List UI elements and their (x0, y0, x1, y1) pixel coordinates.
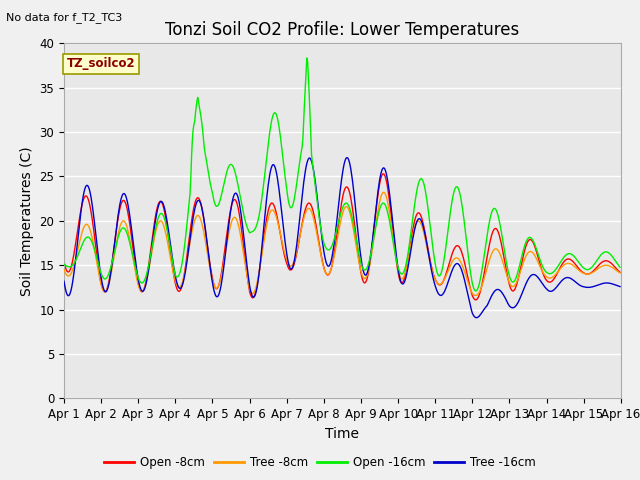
Open -16cm (472, 288, 480, 294)
Open -16cm (184, 214, 191, 219)
Tree -16cm (213, 294, 221, 300)
Tree -16cm (70, 269, 78, 275)
Open -16cm (127, 246, 135, 252)
X-axis label: Time: Time (325, 427, 360, 441)
Open -16cm (303, 55, 310, 61)
Tree -8cm (616, 270, 624, 276)
Open -16cm (60, 262, 68, 267)
Tree -16cm (184, 253, 191, 259)
Legend: Open -8cm, Tree -8cm, Open -16cm, Tree -16cm: Open -8cm, Tree -8cm, Open -16cm, Tree -… (100, 452, 540, 474)
Open -8cm (213, 286, 221, 291)
Tree -8cm (427, 262, 435, 267)
Tree -8cm (127, 245, 135, 251)
Open -16cm (213, 204, 221, 209)
Open -8cm (616, 269, 624, 275)
Tree -16cm (410, 228, 418, 234)
Line: Open -16cm: Open -16cm (64, 58, 620, 291)
Tree -8cm (380, 190, 387, 195)
Tree -8cm (60, 267, 68, 273)
Tree -8cm (410, 226, 418, 231)
Tree -16cm (616, 284, 624, 289)
Open -8cm (184, 247, 191, 253)
Title: Tonzi Soil CO2 Profile: Lower Temperatures: Tonzi Soil CO2 Profile: Lower Temperatur… (165, 21, 520, 39)
Text: TZ_soilco2: TZ_soilco2 (67, 58, 136, 71)
Tree -8cm (213, 285, 221, 291)
Open -8cm (70, 251, 78, 256)
Open -16cm (410, 204, 418, 210)
Tree -16cm (60, 278, 68, 284)
Tree -16cm (127, 224, 135, 230)
Open -16cm (616, 264, 624, 270)
Open -16cm (70, 261, 78, 266)
Line: Tree -8cm: Tree -8cm (64, 192, 620, 296)
Tree -8cm (184, 253, 191, 259)
Open -8cm (427, 260, 435, 265)
Open -8cm (410, 219, 418, 225)
Tree -16cm (343, 155, 351, 160)
Open -8cm (380, 171, 387, 177)
Line: Tree -16cm: Tree -16cm (64, 157, 620, 318)
Open -16cm (427, 227, 435, 232)
Tree -8cm (70, 263, 78, 268)
Open -8cm (60, 259, 68, 264)
Open -8cm (472, 297, 479, 303)
Line: Open -8cm: Open -8cm (64, 174, 620, 300)
Y-axis label: Soil Temperatures (C): Soil Temperatures (C) (20, 146, 34, 296)
Text: No data for f_T2_TC3: No data for f_T2_TC3 (6, 12, 123, 23)
Tree -16cm (472, 315, 480, 321)
Tree -16cm (427, 263, 435, 268)
Tree -8cm (472, 293, 479, 299)
Open -8cm (127, 232, 135, 238)
